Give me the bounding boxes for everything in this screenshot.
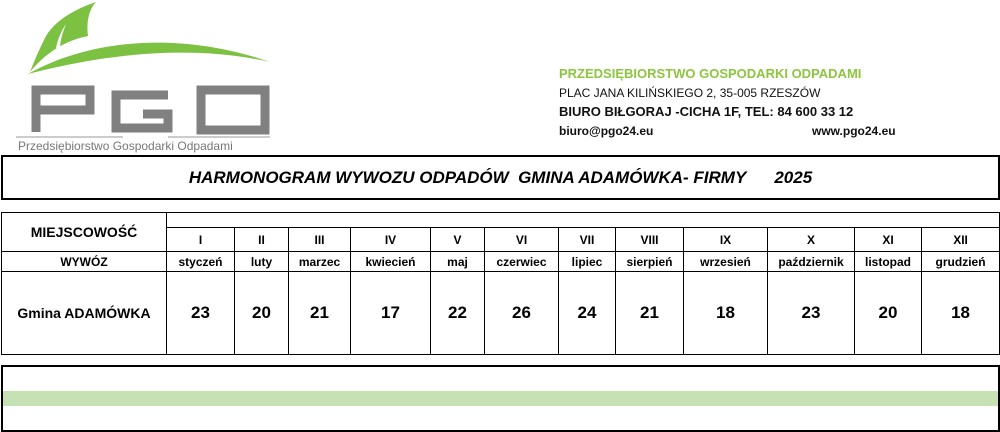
roman-month-row: I II III IV V VI VII VIII IX X XI XII: [2, 227, 1000, 252]
month-name: październik: [767, 251, 855, 272]
month-name: kwiecień: [350, 251, 431, 272]
pickup-day: 23: [767, 271, 855, 355]
schedule-table: MIEJSCOWOŚĆ I II III IV V VI VII VIII IX X XI XII W…: [1, 212, 1000, 355]
pickup-day: 23: [166, 271, 235, 355]
month-name: luty: [234, 251, 289, 272]
month-name: czerwiec: [484, 251, 559, 272]
footer-box: [1, 365, 1000, 432]
month-name: grudzień: [920, 251, 1000, 272]
month-roman: III: [288, 227, 351, 252]
header-place: MIEJSCOWOŚĆ: [1, 212, 167, 252]
pickup-day: 26: [484, 271, 559, 355]
company-address: PLAC JANA KILIŃSKIEGO 2, 35-005 RZESZÓW: [559, 86, 821, 100]
month-roman: V: [430, 227, 485, 252]
month-name: lipiec: [558, 251, 616, 272]
month-roman: VI: [484, 227, 559, 252]
schedule-title: HARMONOGRAM WYWOZU ODPADÓW GMINA ADAMÓWK…: [188, 167, 813, 187]
header-pickup: WYWÓZ: [1, 251, 167, 272]
month-name: marzec: [288, 251, 351, 272]
month-roman: X: [767, 227, 855, 252]
pickup-day: 21: [615, 271, 684, 355]
office-info: BIURO BIŁGORAJ -CICHA 1F, TEL: 84 600 33…: [559, 104, 854, 119]
company-name: PRZEDSIĘBIORSTWO GOSPODARKI ODPADAMI: [559, 66, 862, 81]
pickup-day: 18: [683, 271, 768, 355]
month-roman: XI: [854, 227, 922, 252]
pickup-day: 18: [920, 271, 1000, 355]
month-roman: VII: [558, 227, 616, 252]
month-roman: VIII: [615, 227, 684, 252]
green-band: [3, 391, 998, 406]
month-name: sierpień: [615, 251, 684, 272]
month-name: wrzesień: [683, 251, 768, 272]
pickup-day: 20: [854, 271, 922, 355]
pickup-day: 22: [430, 271, 485, 355]
pickup-day: 17: [350, 271, 431, 355]
pgo-logo: Przedsiębiorstwo Gospodarki Odpadami: [16, 2, 270, 153]
email-link[interactable]: biuro@pgo24.eu: [559, 124, 654, 138]
month-roman: XII: [920, 227, 1000, 252]
month-name: maj: [430, 251, 485, 272]
place-name: Gmina ADAMÓWKA: [1, 271, 167, 355]
title-box: HARMONOGRAM WYWOZU ODPADÓW GMINA ADAMÓWK…: [1, 155, 1000, 200]
month-roman: IX: [683, 227, 768, 252]
header-spacer: [165, 212, 1000, 228]
website-link[interactable]: www.pgo24.eu: [812, 124, 896, 138]
svg-text:Przedsiębiorstwo Gospodarki Od: Przedsiębiorstwo Gospodarki Odpadami: [18, 139, 233, 153]
pickup-day: 24: [558, 271, 616, 355]
pickup-day: 20: [234, 271, 289, 355]
month-roman: IV: [350, 227, 431, 252]
month-name: listopad: [854, 251, 922, 272]
table-row: Gmina ADAMÓWKA 23 20 21 17 22 26 24 21 18 23 20 18: [1, 271, 1000, 355]
month-roman: II: [234, 227, 289, 252]
pickup-day: 21: [288, 271, 351, 355]
month-name-row: WYWÓZ styczeń luty marzec kwiecień maj czerwi…: [1, 251, 1000, 272]
month-name: styczeń: [166, 251, 235, 272]
month-roman: I: [166, 227, 235, 252]
